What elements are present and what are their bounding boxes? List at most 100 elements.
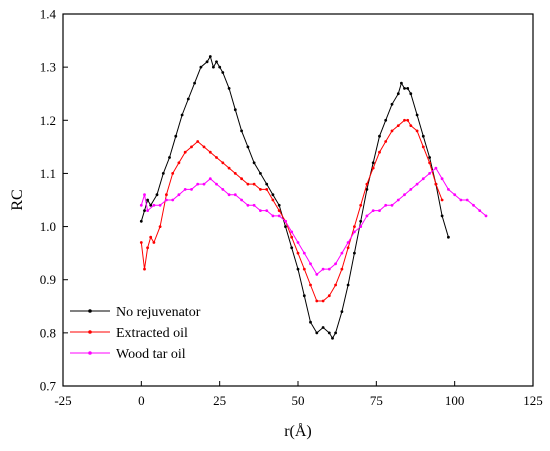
- data-point: [334, 262, 337, 266]
- x-tick-label: -25: [54, 393, 71, 408]
- x-axis-label: r(Å): [284, 422, 312, 440]
- data-point: [302, 251, 306, 255]
- data-point: [359, 225, 363, 229]
- x-tick-label: 0: [138, 393, 145, 408]
- data-point: [340, 267, 344, 271]
- data-point: [193, 81, 197, 85]
- data-point: [327, 294, 331, 298]
- data-point: [165, 198, 168, 202]
- data-point: [421, 177, 425, 181]
- data-point: [296, 241, 300, 244]
- data-point: [440, 198, 444, 202]
- data-point: [359, 203, 363, 207]
- data-point: [378, 209, 381, 213]
- data-point: [139, 241, 143, 244]
- data-point: [290, 235, 294, 239]
- data-point: [396, 198, 400, 202]
- data-point: [284, 225, 287, 229]
- data-point: [233, 172, 237, 175]
- data-point: [453, 193, 457, 197]
- data-point: [440, 214, 444, 218]
- data-point: [378, 150, 381, 154]
- data-point: [321, 299, 325, 303]
- data-point: [378, 134, 381, 138]
- data-point: [309, 283, 312, 287]
- data-point: [208, 55, 212, 58]
- data-point: [186, 97, 190, 101]
- data-point: [346, 241, 350, 244]
- data-point: [315, 299, 319, 303]
- legend-item: No rejuvenator: [70, 305, 201, 320]
- series-line: [140, 167, 487, 276]
- y-tick-label: 1.4: [40, 7, 57, 22]
- data-point: [202, 145, 206, 149]
- data-point: [180, 113, 184, 117]
- data-point: [365, 214, 369, 218]
- data-point: [259, 209, 262, 213]
- data-point: [196, 182, 200, 186]
- data-point: [271, 193, 275, 197]
- data-point: [296, 251, 300, 255]
- data-point: [146, 209, 150, 213]
- data-point: [177, 193, 181, 197]
- data-point: [227, 87, 231, 90]
- data-point: [252, 203, 256, 207]
- data-point: [421, 134, 425, 138]
- data-point: [139, 219, 143, 223]
- data-point: [199, 65, 203, 69]
- data-point: [183, 188, 187, 191]
- data-point: [227, 166, 231, 170]
- data-point: [406, 118, 410, 122]
- data-point: [365, 188, 369, 191]
- data-point: [353, 225, 356, 229]
- data-point: [221, 71, 225, 74]
- x-tick-label: 25: [213, 393, 226, 408]
- data-point: [171, 198, 175, 202]
- y-tick-label: 1.0: [40, 219, 56, 234]
- data-point: [227, 193, 231, 197]
- series-layer: [139, 55, 488, 340]
- data-point: [340, 310, 344, 313]
- data-point: [252, 182, 256, 186]
- data-point: [143, 209, 146, 213]
- data-point: [371, 166, 375, 170]
- data-point: [277, 214, 281, 218]
- data-point: [384, 118, 388, 122]
- series-0: [139, 55, 450, 340]
- data-point: [346, 246, 350, 250]
- x-tick-label: 125: [523, 393, 543, 408]
- data-point: [421, 145, 425, 149]
- data-point: [205, 60, 209, 64]
- data-point: [359, 219, 363, 223]
- data-point: [334, 283, 337, 287]
- data-point: [384, 140, 388, 143]
- data-point: [221, 188, 225, 191]
- data-point: [434, 166, 438, 170]
- data-point: [271, 198, 275, 202]
- data-point: [233, 193, 237, 197]
- x-tick-label: 50: [292, 393, 305, 408]
- data-point: [259, 188, 262, 191]
- data-point: [478, 209, 482, 213]
- series-1: [139, 118, 444, 303]
- data-point: [171, 172, 175, 175]
- data-point: [265, 188, 269, 191]
- data-point: [208, 177, 212, 181]
- data-point: [168, 156, 171, 159]
- data-point: [240, 129, 244, 133]
- data-point: [415, 129, 419, 133]
- y-tick-label: 0.9: [40, 272, 56, 287]
- data-point: [215, 182, 218, 186]
- legend-label: Extracted oil: [116, 326, 188, 341]
- data-point: [302, 267, 306, 271]
- data-point: [290, 246, 294, 250]
- data-point: [447, 188, 450, 191]
- data-point: [215, 60, 218, 64]
- y-tick-label: 0.7: [40, 379, 57, 394]
- data-point: [149, 235, 153, 239]
- data-point: [365, 182, 369, 186]
- data-point: [152, 241, 156, 244]
- data-point: [465, 198, 469, 202]
- x-axis: -25 0 25 50 75 100 125: [54, 381, 543, 408]
